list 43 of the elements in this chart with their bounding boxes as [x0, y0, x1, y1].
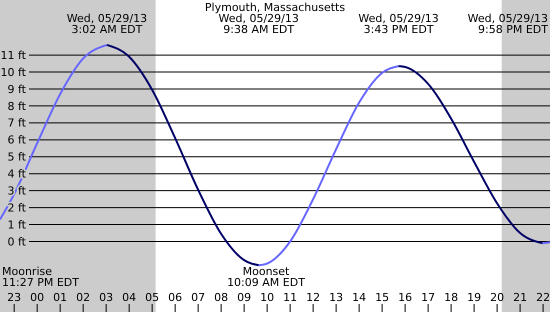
- annotation: Wed, 05/29/13 9:58 PM EDT: [468, 12, 548, 36]
- x-tick-label: 22: [536, 291, 550, 304]
- x-tick-label: 15: [375, 291, 390, 304]
- x-tick-label: 19: [467, 291, 482, 304]
- x-tick-label: 08: [214, 291, 228, 304]
- y-tick-label: 2 ft: [8, 201, 27, 214]
- x-tick-label: 10: [260, 291, 274, 304]
- x-tick-label: 09: [237, 291, 252, 304]
- annotation: Moonrise 11:27 PM EDT: [2, 265, 80, 289]
- x-tick-label: 11: [283, 291, 298, 304]
- x-tick-label: 12: [306, 291, 320, 304]
- x-tick-label: 00: [30, 291, 44, 304]
- x-tick-label: 03: [99, 291, 114, 304]
- y-tick-label: 8 ft: [8, 100, 27, 113]
- x-tick-label: 16: [398, 291, 412, 304]
- y-tick-label: 3 ft: [8, 184, 27, 198]
- x-tick-label: 13: [329, 291, 344, 304]
- annotation: Wed, 05/29/13 9:38 AM EDT: [218, 12, 299, 36]
- y-tick-label: 5 ft: [8, 150, 27, 164]
- x-tick-label: 07: [191, 291, 206, 304]
- x-tick-label: 04: [122, 291, 136, 304]
- y-tick-label: 0 ft: [8, 235, 27, 248]
- y-tick-label: 1 ft: [8, 218, 27, 232]
- annotation: Wed, 05/29/13 3:43 PM EDT: [358, 12, 439, 36]
- y-tick-label: 11 ft: [0, 48, 27, 62]
- x-tick-label: 05: [145, 291, 160, 304]
- x-tick-label: 06: [168, 291, 182, 304]
- x-tick-label: 18: [444, 291, 458, 304]
- x-tick-label: 21: [513, 291, 528, 304]
- x-tick-label: 14: [352, 291, 366, 304]
- x-tick-label: 23: [7, 291, 22, 304]
- annotation: Moonset 10:09 AM EDT: [227, 265, 306, 289]
- y-tick-label: 10 ft: [0, 66, 27, 79]
- chart-title: Plymouth, Massachusetts: [204, 1, 346, 14]
- x-tick-label: 20: [490, 291, 504, 304]
- y-tick-label: 7 ft: [8, 116, 27, 130]
- y-tick-label: 6 ft: [8, 134, 27, 147]
- x-tick-label: 02: [76, 291, 90, 304]
- x-tick-label: 17: [421, 291, 436, 304]
- y-tick-label: 4 ft: [8, 168, 27, 181]
- annotation: Wed, 05/29/13 3:02 AM EDT: [66, 12, 148, 36]
- y-tick-label: 9 ft: [8, 82, 27, 96]
- x-tick-label: 01: [53, 291, 68, 304]
